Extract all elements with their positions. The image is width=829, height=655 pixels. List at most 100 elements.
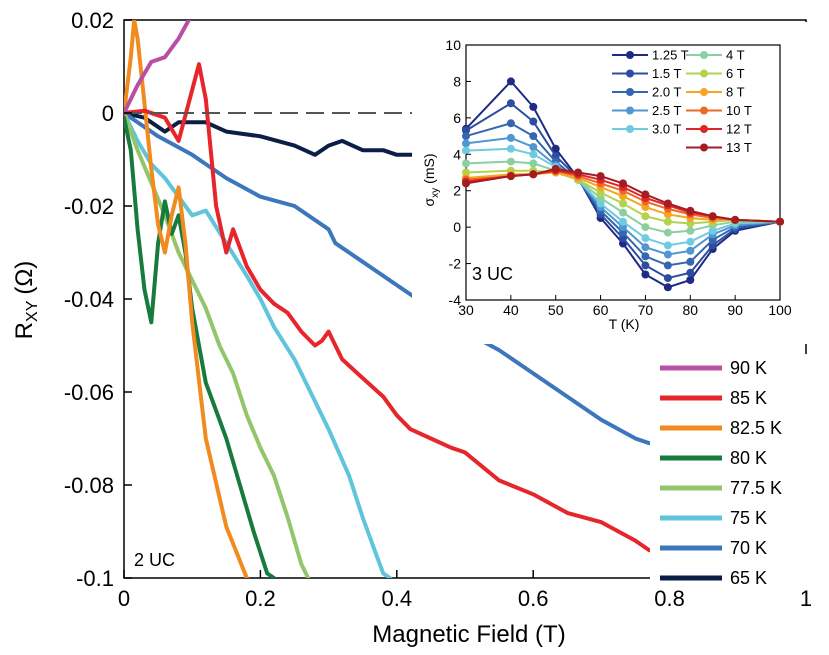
legend-label-82-5-k: 82.5 K: [730, 418, 782, 438]
inset-legend-label-3-0-t: 3.0 T: [652, 122, 681, 137]
inset-legend-marker: [626, 51, 634, 59]
inset-data-point: [776, 217, 784, 226]
inset-data-point: [663, 283, 672, 292]
inset-legend-label-10-t: 10 T: [726, 103, 752, 118]
inset-legend-label-6-t: 6 T: [726, 66, 745, 81]
inset-data-point: [641, 223, 650, 232]
inset-data-point: [506, 77, 515, 86]
inset-data-point: [641, 190, 650, 199]
y-tick-label: 0.02: [71, 8, 114, 33]
inset-legend-marker: [626, 69, 634, 78]
inset-data-point: [663, 241, 672, 250]
inset-y-tick-label: -2: [449, 256, 462, 272]
inset-data-point: [641, 261, 650, 270]
inset-data-point: [619, 228, 627, 237]
inset-data-point: [686, 246, 695, 255]
inset-data-point: [663, 274, 672, 283]
series-line-75-k: [124, 111, 392, 578]
x-tick-label: 0.6: [518, 586, 549, 611]
inset-data-point: [506, 133, 515, 142]
legend-label-80-k: 80 K: [730, 448, 767, 468]
inset-y-tick-label: 4: [453, 146, 461, 162]
inset-data-point: [641, 212, 650, 221]
inset-data-point: [686, 268, 695, 277]
inset-data-point: [506, 119, 515, 128]
inset-data-point: [619, 217, 627, 226]
inset-data-point: [596, 194, 605, 202]
y-tick-label: -0.04: [64, 287, 114, 312]
x-tick-label: 0.8: [654, 586, 685, 611]
inset-data-point: [641, 252, 650, 261]
main-plot: 0 0.2 0.4 0.6 0.8 1 0.02 0 -0.02 -0.04 -0.06 -0.08 -…: [11, 8, 812, 648]
inset-legend-marker: [700, 125, 708, 133]
inset-legend-label-1-25-t: 1.25 T: [652, 48, 689, 63]
inset-data-point: [731, 215, 740, 224]
inset-data-point: [506, 157, 515, 166]
inset-legend-marker: [700, 69, 708, 78]
inset-legend-label-2-0-t: 2.0 T: [652, 85, 681, 100]
inset-legend-marker: [700, 143, 708, 152]
legend-label-77-5-k: 77.5 K: [730, 478, 782, 498]
inset-data-point: [462, 179, 470, 188]
inset-data-point: [529, 132, 538, 141]
inset-data-point: [663, 217, 672, 226]
inset-legend-label-1-5-t: 1.5 T: [652, 66, 681, 81]
inset-data-point: [686, 219, 695, 228]
inset-data-point: [708, 235, 717, 244]
inset-data-point: [686, 237, 695, 246]
inset-data-point: [506, 172, 515, 181]
inset-legend-marker: [626, 125, 634, 133]
inset-data-point: [529, 143, 538, 151]
inset-annotation: 3 UC: [472, 264, 513, 284]
inset-data-point: [641, 234, 650, 243]
inset-data-point: [529, 150, 538, 159]
inset-data-point: [641, 243, 650, 252]
x-axis-label: Magnetic Field (T): [372, 621, 565, 648]
inset-y-tick-label: -4: [449, 292, 462, 308]
series-line-80-k: [124, 115, 276, 578]
inset-data-point: [596, 199, 605, 208]
inset-legend-marker: [700, 51, 708, 59]
series-line-65-k: [124, 111, 427, 157]
inset-data-point: [663, 199, 672, 208]
inset-data-point: [663, 210, 672, 219]
inset-legend-marker: [700, 106, 708, 115]
y-tick-label: 0: [102, 101, 114, 126]
inset-legend-marker: [626, 88, 634, 96]
inset-data-point: [686, 276, 695, 284]
inset-data-point: [641, 270, 650, 279]
series-line-90-k: [124, 20, 191, 115]
inset-data-point: [619, 192, 627, 201]
inset-data-point: [596, 172, 605, 181]
inset-legend-marker: [626, 106, 634, 115]
inset-data-point: [708, 241, 717, 250]
inset-legend-label-2-5-t: 2.5 T: [652, 103, 681, 118]
inset-x-tick-label: 40: [503, 302, 519, 318]
inset-y-tick-label: 8: [453, 73, 461, 89]
series-line-82-5-k: [124, 20, 249, 578]
y-axis-label-sub: XY: [24, 300, 41, 322]
inset-data-point: [462, 159, 470, 168]
y-tick-label: -0.1: [76, 566, 114, 591]
legend-label-65-k: 65 K: [730, 568, 767, 588]
inset-y-tick-label: 6: [453, 110, 461, 126]
inset-data-point: [529, 102, 538, 111]
y-tick-label: -0.06: [64, 380, 114, 405]
inset-x-tick-label: 100: [768, 302, 792, 318]
inset-x-axis-label: T (K): [609, 316, 640, 332]
inset-data-point: [619, 208, 627, 217]
inset-data-point: [462, 126, 470, 135]
inset-data-point: [529, 117, 538, 126]
inset-x-tick-label: 30: [458, 302, 474, 318]
inset-y-axis-label-unit: (mS): [421, 154, 437, 184]
inset-legend-label-13-t: 13 T: [726, 140, 752, 155]
main-legend-box: [650, 354, 808, 579]
inset-x-tick-label: 60: [593, 302, 609, 318]
inset-data-point: [663, 261, 672, 270]
inset-data-point: [529, 170, 538, 179]
inset-y-axis-label-main: σ: [421, 197, 437, 206]
inset-data-point: [686, 206, 695, 215]
inset-data-point: [462, 139, 470, 148]
inset-data-point: [708, 226, 717, 235]
legend-label-75-k: 75 K: [730, 508, 767, 528]
